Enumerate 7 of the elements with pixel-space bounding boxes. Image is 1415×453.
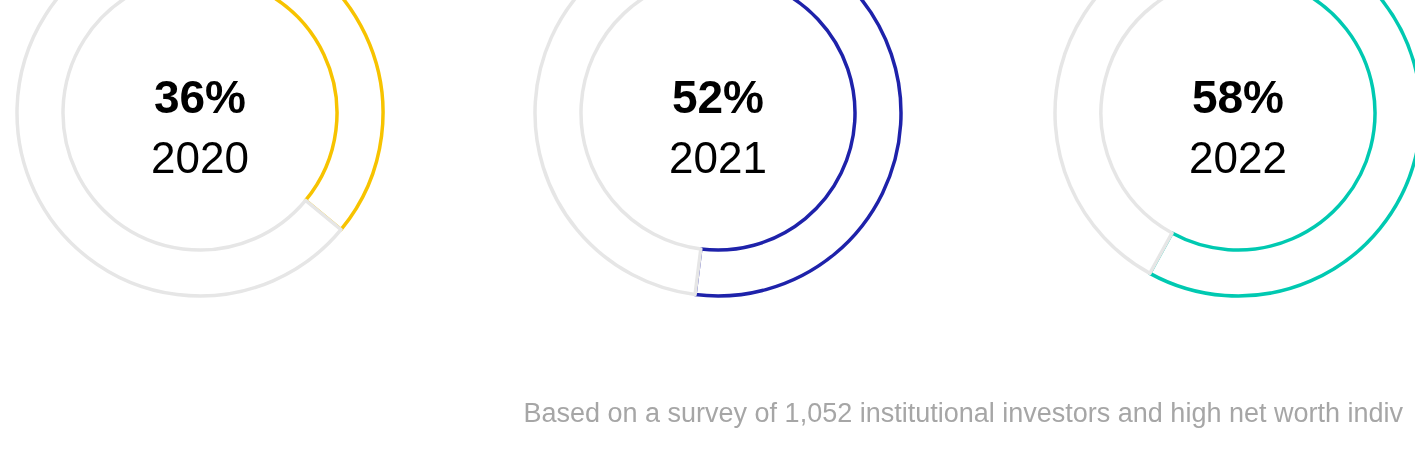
text: 2021: [669, 132, 767, 182]
data-label: 58%: [1191, 71, 1285, 123]
text: 2020: [151, 132, 249, 182]
text: Based on a survey of 1,052 institutional investors and high net worth indiv: [523, 398, 1403, 429]
data-label: 52%: [671, 71, 765, 123]
data-label: 36%: [153, 71, 247, 123]
text: 2022: [1189, 132, 1287, 182]
